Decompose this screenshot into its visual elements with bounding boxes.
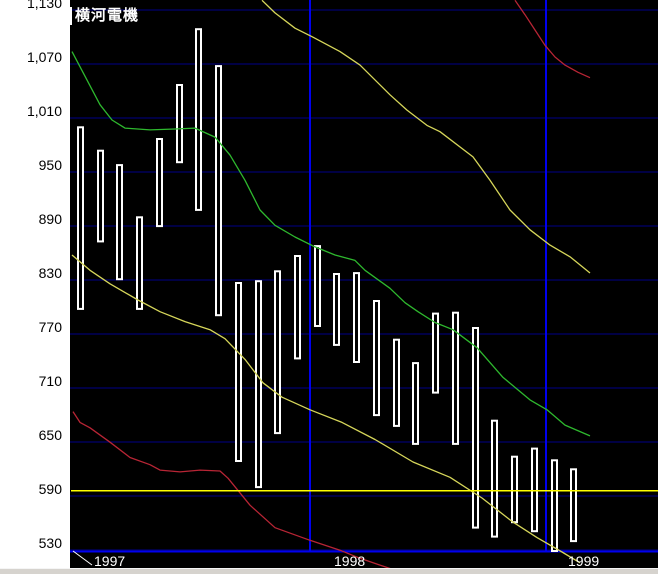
price-range-bar [215,65,222,317]
price-range-bar [116,164,123,281]
y-axis-tick-label: 1,070 [27,49,62,65]
price-range-bar [333,273,340,346]
price-range-bar [97,149,104,243]
price-range-bar [255,280,262,489]
x-axis-year-label: 1999 [568,553,599,569]
price-range-bar [393,338,400,427]
price-range-bar [452,311,459,445]
price-range-bar [156,138,163,228]
y-axis-strip [0,0,70,568]
price-range-bar [432,312,439,394]
price-range-bar [235,282,242,462]
y-axis-tick-label: 1,130 [27,0,62,11]
price-range-bar [195,28,202,211]
red-upper-band-line [514,0,591,79]
price-range-bar [491,419,498,538]
price-range-bar [551,459,558,552]
yellow-lower-ma-line [71,254,581,564]
price-range-bar [136,216,143,310]
price-range-bar [294,255,301,360]
price-range-bar [77,126,84,310]
price-range-bar [373,300,380,417]
y-axis-tick-label: 650 [39,427,63,443]
y-axis-tick-label: 890 [39,211,63,227]
price-range-bar [511,455,518,524]
price-range-bar [531,447,538,533]
y-axis-tick-label: 830 [39,265,63,281]
x-axis-year-label: 1998 [334,553,365,569]
red-lower-band-line [72,411,398,572]
y-axis-tick-label: 770 [39,319,63,335]
y-axis-tick-label: 1,010 [27,103,62,119]
price-range-bar [274,270,281,435]
price-range-bar [472,327,479,529]
price-range-bar [353,272,360,364]
y-axis-tick-label: 530 [39,535,63,551]
window-bottom-strip [0,568,658,574]
green-ma-line [71,51,591,437]
x-axis-year-label: 1997 [94,553,125,569]
y-axis-tick-label: 590 [39,481,63,497]
y-axis-tick-label: 950 [39,157,63,173]
chart-title: 横河電機 [70,7,139,25]
year-1997-leader-line [72,550,93,566]
price-range-bar [570,468,577,543]
price-range-bar [314,245,321,328]
price-range-bar [176,84,183,164]
price-range-bar [412,362,419,445]
y-axis-tick-label: 710 [39,373,63,389]
yellow-upper-ma-line [261,0,591,274]
